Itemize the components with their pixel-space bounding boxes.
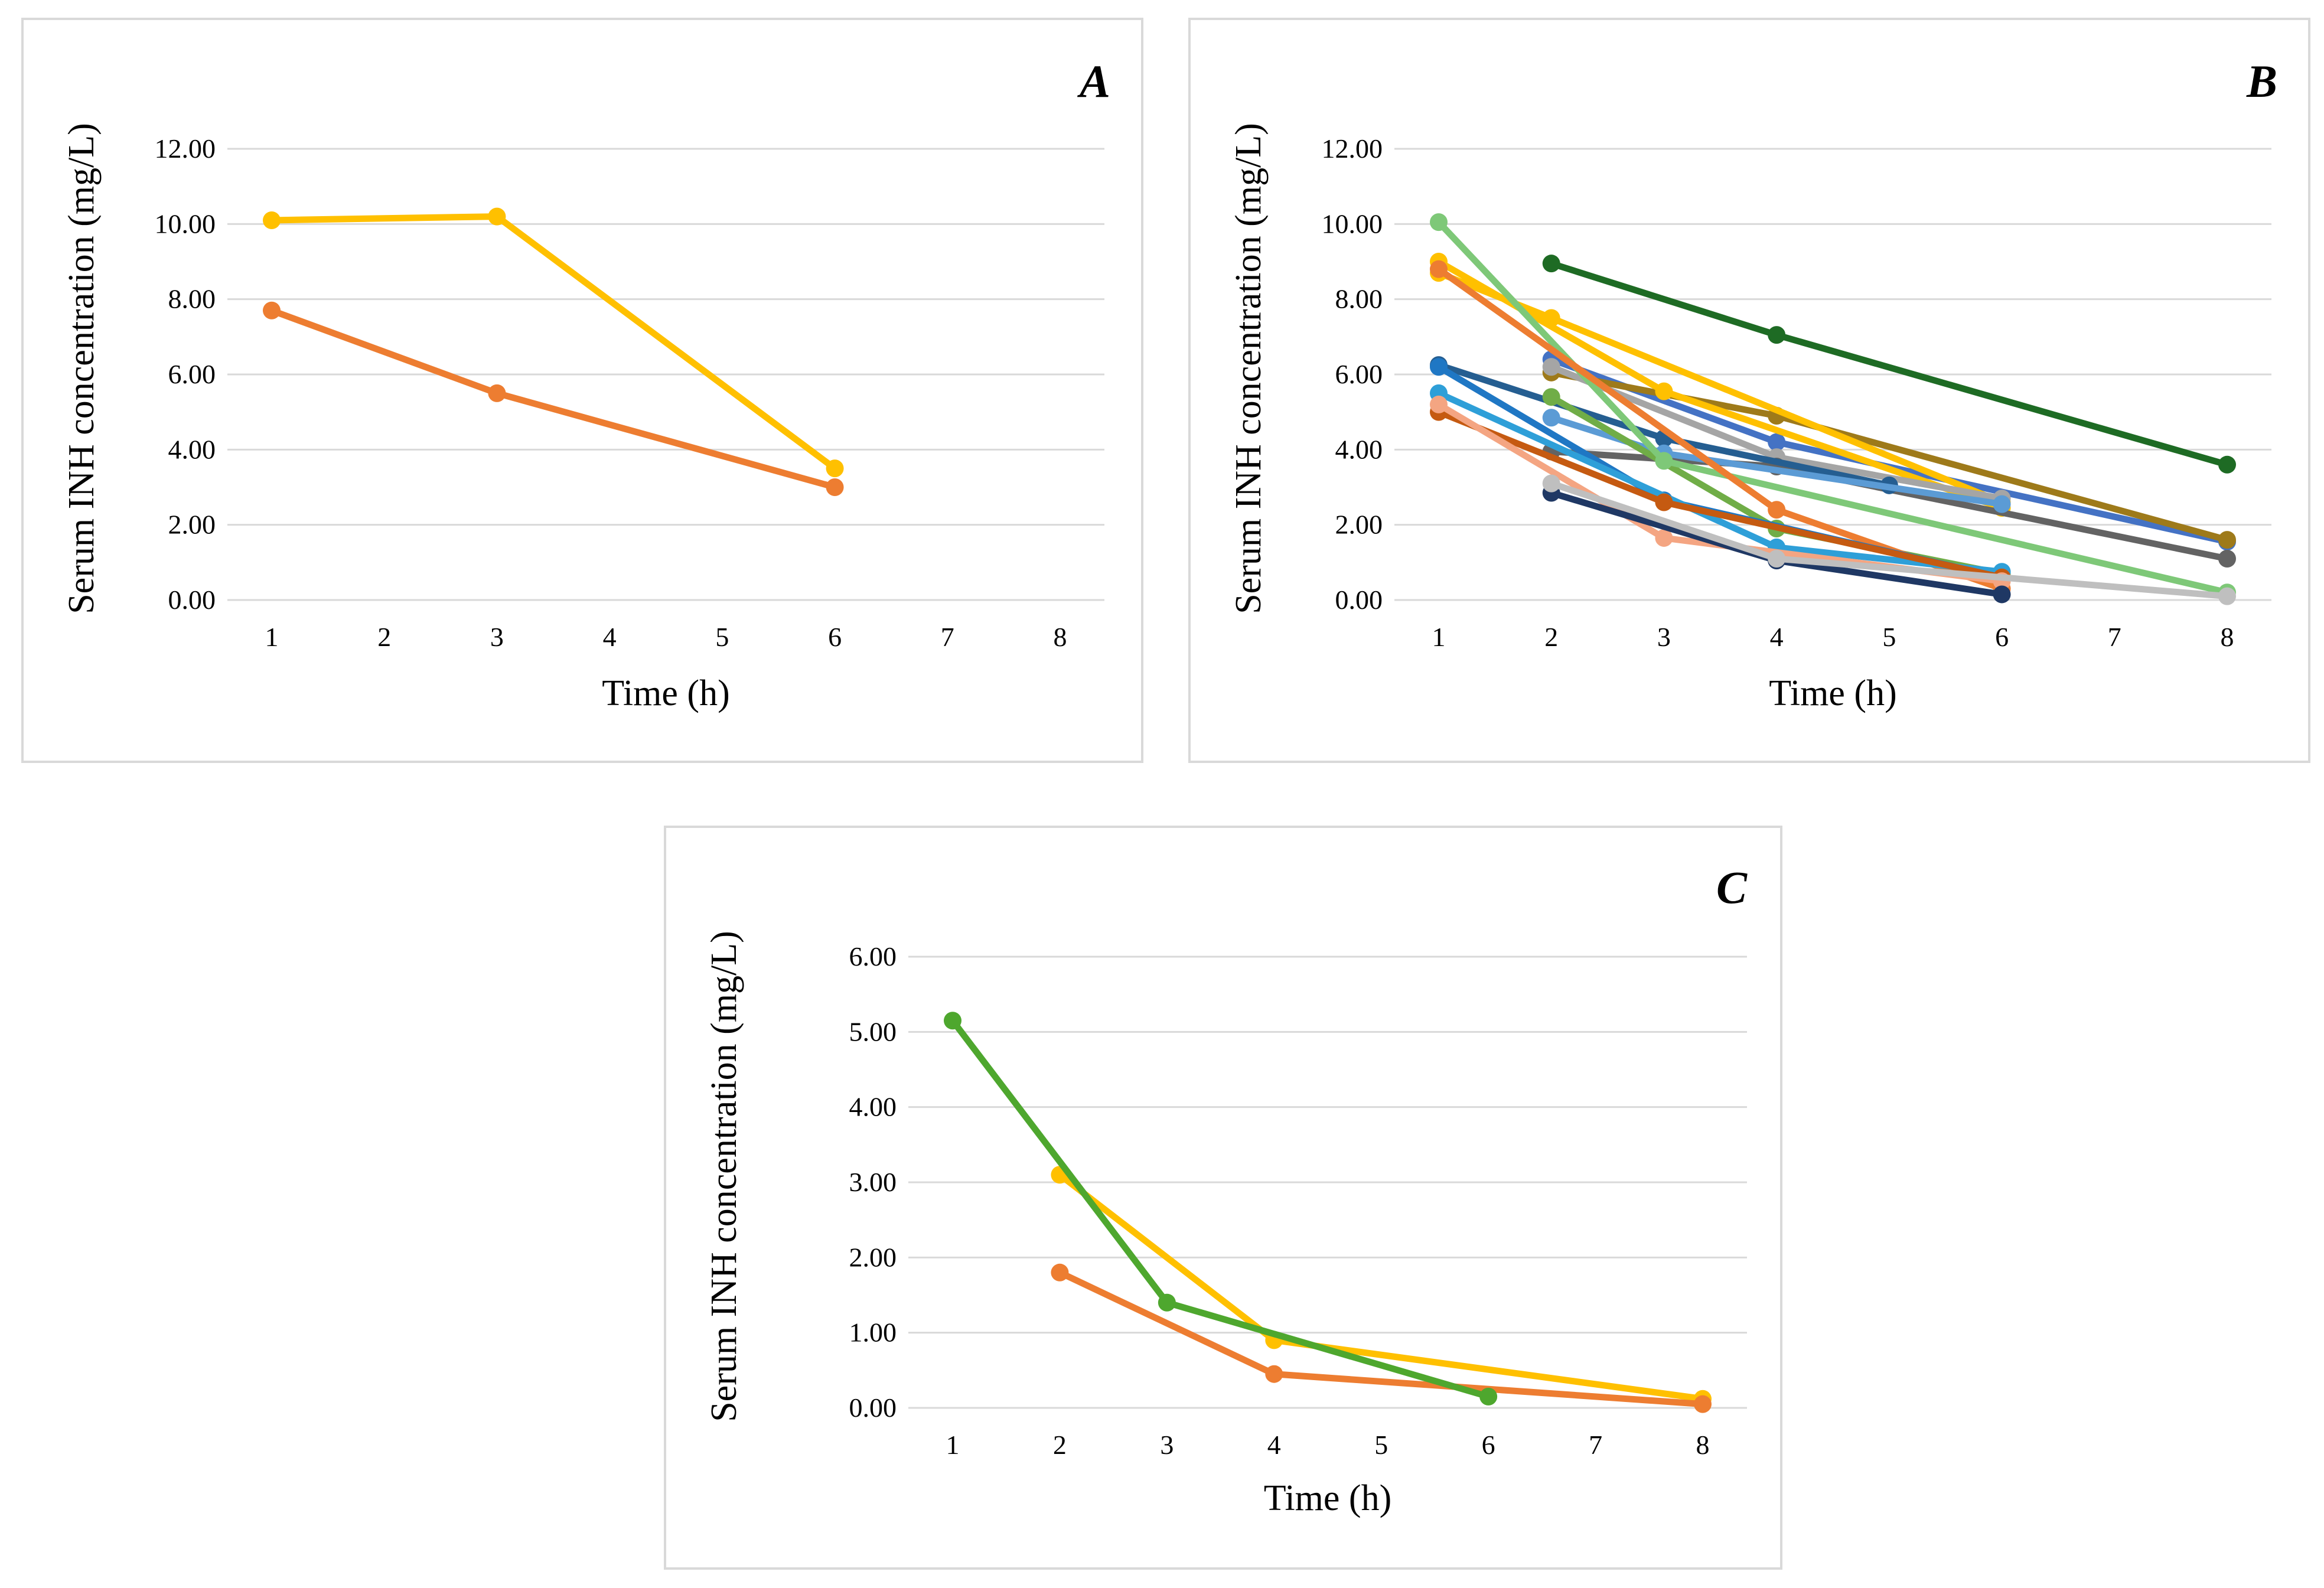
y-axis-title: Serum INH concentration (mg/L) bbox=[1228, 123, 1269, 614]
data-point bbox=[1768, 549, 1786, 568]
x-tick-label: 8 bbox=[1054, 622, 1067, 652]
y-axis-title: Serum INH concentration (mg/L) bbox=[704, 931, 744, 1422]
x-tick-label: 4 bbox=[1770, 622, 1784, 652]
data-point bbox=[263, 211, 281, 229]
x-tick-label: 6 bbox=[1995, 622, 2009, 652]
x-tick-label: 5 bbox=[715, 622, 729, 652]
y-tick-label: 4.00 bbox=[1335, 434, 1383, 464]
chart-panel-a: 0.00 2.00 4.00 6.00 8.00 10.00 12.00 1 2 3 4 5 6 7 8 Ti… bbox=[21, 18, 1143, 763]
data-point bbox=[1655, 452, 1673, 470]
data-point bbox=[2218, 549, 2236, 568]
x-tick-label: 2 bbox=[377, 622, 391, 652]
series-line bbox=[949, 1017, 1492, 1400]
data-point bbox=[263, 301, 281, 319]
data-point bbox=[1655, 529, 1673, 547]
data-point bbox=[1051, 1263, 1069, 1282]
y-tick-label: 4.00 bbox=[168, 434, 216, 464]
panel-letter: A bbox=[1077, 56, 1110, 107]
x-tick-label: 7 bbox=[941, 622, 954, 652]
y-tick-label: 8.00 bbox=[168, 284, 216, 314]
y-tick-label: 6.00 bbox=[1335, 359, 1383, 389]
data-point bbox=[826, 459, 844, 478]
data-point bbox=[2218, 587, 2236, 605]
data-point bbox=[826, 478, 844, 496]
chart-c-svg: 0.00 1.00 2.00 3.00 4.00 5.00 6.00 1 2 3 4 5 6 7 8 Time… bbox=[704, 862, 1748, 1518]
x-tick-label: 2 bbox=[1544, 622, 1558, 652]
chart-a-svg: 0.00 2.00 4.00 6.00 8.00 10.00 12.00 1 2 3 4 5 6 7 8 Ti… bbox=[61, 56, 1110, 713]
y-tick-label: 3.00 bbox=[849, 1167, 897, 1197]
data-point bbox=[1694, 1395, 1712, 1413]
x-tick-label: 6 bbox=[828, 622, 842, 652]
data-point bbox=[1265, 1365, 1283, 1383]
data-point bbox=[1479, 1387, 1498, 1406]
panel-letter: B bbox=[2246, 56, 2277, 107]
data-point bbox=[1542, 309, 1560, 327]
data-point bbox=[1542, 358, 1560, 376]
x-tick-label: 7 bbox=[1589, 1430, 1602, 1460]
y-tick-label: 6.00 bbox=[168, 359, 216, 389]
x-tick-label: 1 bbox=[265, 622, 279, 652]
data-point bbox=[1655, 382, 1673, 400]
y-tick-label: 10.00 bbox=[155, 208, 216, 239]
data-point bbox=[1768, 433, 1786, 451]
y-tick-label: 4.00 bbox=[849, 1092, 897, 1122]
data-point bbox=[944, 1012, 961, 1030]
data-point bbox=[1430, 260, 1448, 278]
y-tick-label: 12.00 bbox=[155, 133, 216, 164]
data-point bbox=[1430, 213, 1448, 231]
x-tick-label: 4 bbox=[603, 622, 617, 652]
panel-letter: C bbox=[1716, 862, 1748, 913]
chart-b-svg: 0.00 2.00 4.00 6.00 8.00 10.00 12.00 1 2 3 4 5 6 7 8 Ti… bbox=[1228, 56, 2277, 713]
x-tick-label: 5 bbox=[1882, 622, 1896, 652]
data-point bbox=[1768, 326, 1786, 344]
y-tick-label: 0.00 bbox=[1335, 585, 1383, 615]
data-point bbox=[1542, 409, 1560, 427]
series-line bbox=[268, 307, 839, 491]
data-point bbox=[1542, 474, 1560, 493]
x-axis-title: Time (h) bbox=[1264, 1478, 1391, 1518]
x-tick-label: 6 bbox=[1482, 1430, 1495, 1460]
data-point bbox=[488, 384, 506, 402]
x-tick-label: 3 bbox=[490, 622, 504, 652]
x-tick-label: 1 bbox=[946, 1430, 960, 1460]
chart-panel-c: 0.00 1.00 2.00 3.00 4.00 5.00 6.00 1 2 3 4 5 6 7 8 Time… bbox=[664, 826, 1782, 1570]
y-tick-label: 5.00 bbox=[849, 1016, 897, 1046]
data-point bbox=[1158, 1293, 1176, 1312]
y-tick-label: 8.00 bbox=[1335, 284, 1383, 314]
y-tick-label: 0.00 bbox=[849, 1393, 897, 1423]
data-point bbox=[1430, 395, 1448, 413]
data-point bbox=[2218, 531, 2236, 549]
y-tick-label: 12.00 bbox=[1322, 133, 1383, 164]
data-point bbox=[1655, 493, 1673, 511]
data-point bbox=[1542, 255, 1560, 273]
y-axis-title: Serum INH concentration (mg/L) bbox=[61, 123, 102, 614]
y-tick-label: 2.00 bbox=[849, 1242, 897, 1272]
y-tick-label: 2.00 bbox=[1335, 510, 1383, 540]
y-tick-label: 0.00 bbox=[168, 585, 216, 615]
data-point bbox=[1993, 495, 2011, 513]
x-axis-title: Time (h) bbox=[1769, 673, 1896, 713]
x-tick-label: 5 bbox=[1374, 1430, 1388, 1460]
y-tick-label: 10.00 bbox=[1322, 208, 1383, 239]
chart-panel-b: 0.00 2.00 4.00 6.00 8.00 10.00 12.00 1 2 3 4 5 6 7 8 Ti… bbox=[1188, 18, 2310, 763]
y-tick-label: 6.00 bbox=[849, 941, 897, 971]
data-point bbox=[1993, 585, 2011, 604]
data-point bbox=[488, 207, 506, 226]
data-point bbox=[1542, 388, 1560, 406]
x-tick-label: 4 bbox=[1267, 1430, 1281, 1460]
y-tick-label: 2.00 bbox=[168, 510, 216, 540]
x-tick-label: 1 bbox=[1432, 622, 1446, 652]
x-tick-label: 8 bbox=[1696, 1430, 1710, 1460]
x-tick-label: 7 bbox=[2108, 622, 2121, 652]
x-axis-title: Time (h) bbox=[602, 673, 729, 713]
x-tick-label: 3 bbox=[1657, 622, 1671, 652]
x-tick-label: 8 bbox=[2221, 622, 2234, 652]
y-tick-label: 1.00 bbox=[849, 1318, 897, 1348]
x-tick-label: 3 bbox=[1160, 1430, 1174, 1460]
x-tick-label: 2 bbox=[1053, 1430, 1067, 1460]
data-point bbox=[1430, 358, 1448, 376]
data-point bbox=[2218, 455, 2236, 474]
data-point bbox=[1768, 501, 1786, 519]
